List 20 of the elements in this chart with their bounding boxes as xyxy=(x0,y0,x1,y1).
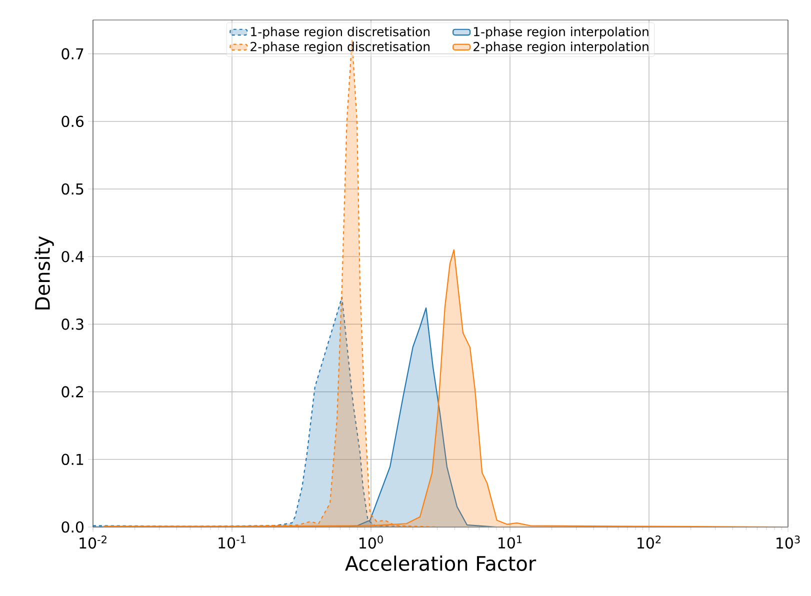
y-axis-title: Density xyxy=(34,236,54,310)
y-tick-label: 0.5 xyxy=(62,183,84,195)
x-axis-title: Acceleration Factor xyxy=(345,556,536,571)
x-tick-label: 10$^{-2}$ xyxy=(80,536,106,549)
legend-label: 2-phase region discretisation xyxy=(250,42,430,54)
y-tick-label: 0.1 xyxy=(62,454,84,466)
y-tick-label: 0.7 xyxy=(62,48,84,60)
y-tick-label: 0.4 xyxy=(62,250,84,262)
legend-label: 2-phase region interpolation xyxy=(474,42,648,54)
legend-label: 1-phase region discretisation xyxy=(251,26,430,39)
y-tick-label: 0.2 xyxy=(62,386,83,398)
legend-label: 1-phase region interpolation xyxy=(474,26,648,39)
y-tick-label: 0.6 xyxy=(62,116,84,128)
y-tick-label: 0.0 xyxy=(62,521,84,533)
x-tick-label: 10$^{3}$ xyxy=(776,536,800,549)
y-tick-label: 0.3 xyxy=(62,318,84,330)
x-tick-label: 10$^{2}$ xyxy=(638,536,661,549)
x-tick-label: 10$^{1}$ xyxy=(498,536,522,549)
x-tick-label: 10$^{0}$ xyxy=(360,536,383,549)
x-tick-label: 10$^{-1}$ xyxy=(218,536,246,549)
